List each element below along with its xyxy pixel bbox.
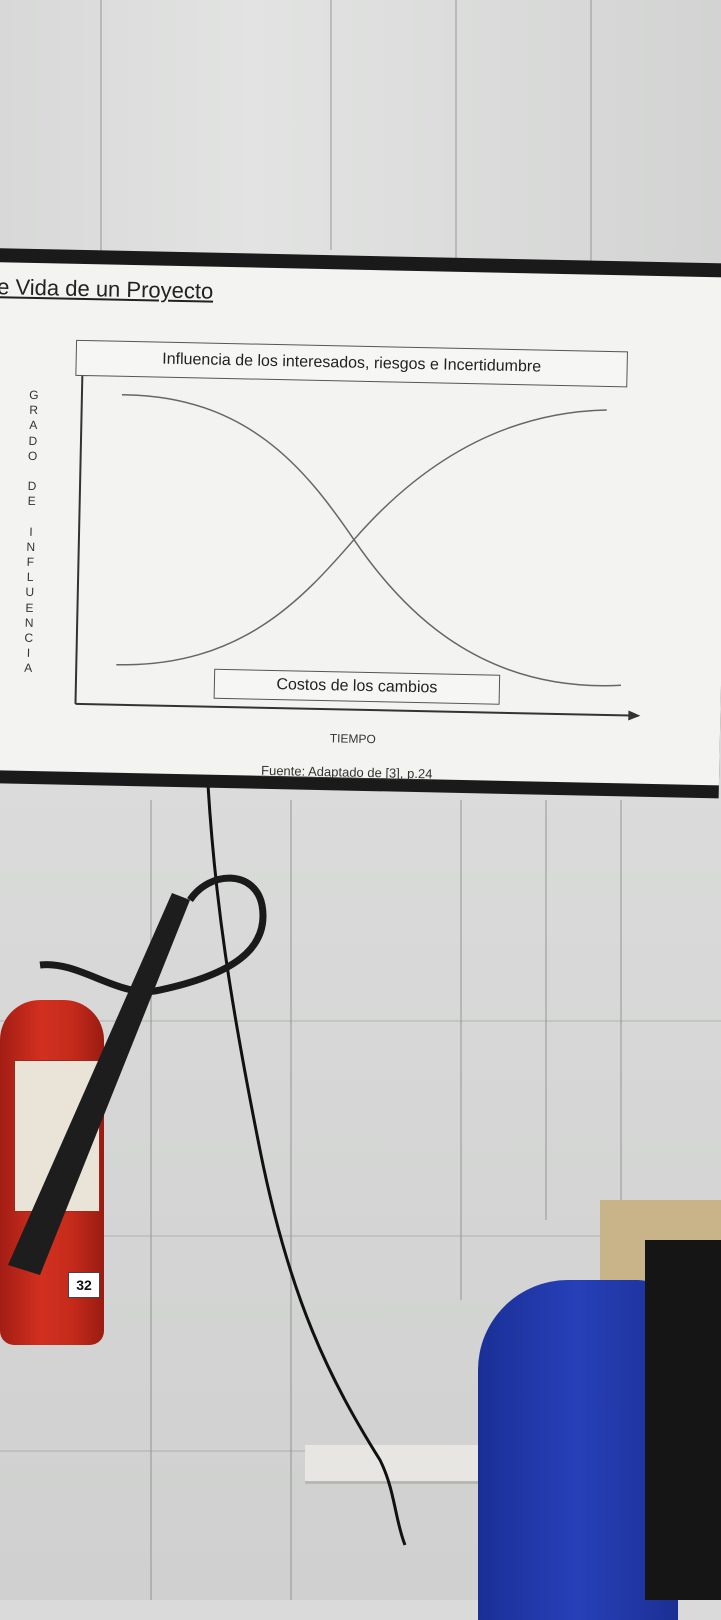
wall-crack [150,800,152,1600]
wall-line [0,1235,600,1237]
wall-crack [330,0,332,250]
influence-curve [121,394,622,687]
x-axis [75,702,631,717]
costs-curve [116,409,607,666]
y-axis-letter: G [29,387,39,403]
y-axis-letter: N [24,615,34,630]
y-axis [74,373,84,704]
y-axis-letter: I [26,646,31,661]
y-axis-letter: D [28,433,38,448]
extinguisher-number: 32 [68,1272,100,1298]
costs-box-label: Costos de los cambios [276,676,438,697]
y-axis-letter: N [26,539,36,554]
y-axis-letter: D [27,478,37,494]
costs-box: Costos de los cambios [213,668,501,705]
y-axis-letter: A [24,661,33,676]
y-axis-letter: A [29,418,38,433]
y-axis-letter [24,509,38,524]
source-citation: Fuente: Adaptado de [3], p.24 [260,762,433,782]
office-chair [478,1280,678,1620]
power-cable [206,784,407,1546]
extinguisher-hose [39,874,267,996]
y-axis-letter: I [29,524,33,539]
y-axis-letter: C [24,630,34,645]
wall-crack [100,0,102,260]
x-axis-label: TIEMPO [329,731,376,747]
influence-box-label: Influencia de los interesados, riesgos e… [162,350,542,376]
wall-line [0,1020,721,1022]
monitor-edge [645,1240,721,1600]
presentation-slide: e Vida de un Proyecto Influencia de los … [0,261,721,786]
y-axis-letter: R [29,403,39,418]
y-axis-letter: E [25,600,34,615]
wall-crack [290,800,292,1600]
y-axis-letter: U [25,585,35,600]
x-axis-arrow [628,710,641,721]
wall-crack [460,800,462,1300]
wall-crack [620,800,622,1200]
extinguisher-horn [8,893,190,1275]
y-axis-letter [25,464,39,479]
y-axis-letter: E [27,494,36,509]
influence-chart [74,365,641,721]
y-axis-letter: L [26,570,34,585]
display-screen: e Vida de un Proyecto Influencia de los … [0,248,721,799]
wall-shelf [305,1445,505,1484]
wall-crack [455,0,457,270]
y-axis-letter: F [26,554,35,570]
y-axis-letter: O [27,448,38,463]
wall-crack [590,0,592,280]
wall-crack [545,800,547,1220]
